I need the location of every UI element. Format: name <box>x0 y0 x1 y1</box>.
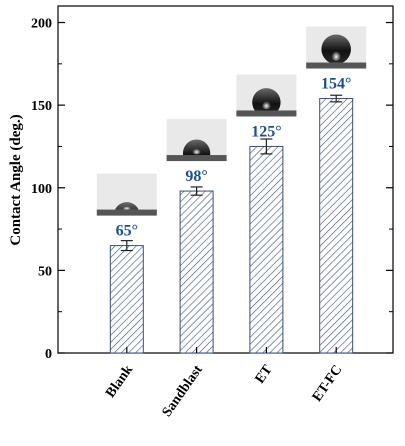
y-tick-label: 100 <box>31 182 52 197</box>
data-label: 154° <box>321 76 351 93</box>
bar-et-fc <box>319 98 354 354</box>
bar-blank <box>109 245 144 354</box>
droplet-image <box>236 74 297 117</box>
error-bar <box>260 138 273 155</box>
bar-sandblast <box>179 190 214 354</box>
data-label: 125° <box>251 123 281 140</box>
bar-et <box>249 145 284 354</box>
data-label: 65° <box>116 223 138 240</box>
x-tick-label: Sandblast <box>160 362 206 419</box>
y-axis-ticks: 0 50 100 150 200 <box>31 17 393 362</box>
x-tick-label: ET <box>253 362 276 386</box>
data-label: 98° <box>185 168 207 185</box>
y-tick-label: 50 <box>38 264 52 279</box>
droplet-image <box>166 119 227 162</box>
droplet-image <box>306 26 367 69</box>
x-axis-labels: Blank Sandblast ET ET-FC <box>103 347 345 420</box>
x-tick-label: ET-FC <box>310 363 346 405</box>
y-tick-label: 200 <box>31 17 52 32</box>
error-bar <box>330 94 343 103</box>
y-axis-label: Contact Angle (deg.) <box>8 114 24 245</box>
droplet-insets <box>96 26 367 216</box>
bar-series <box>109 94 354 354</box>
droplet-image <box>96 173 157 216</box>
error-bar <box>190 186 203 196</box>
x-tick-label: Blank <box>103 363 136 401</box>
y-tick-label: 150 <box>31 99 52 114</box>
data-labels: 65° 98° 125° 154° <box>116 76 352 240</box>
error-bar <box>120 240 133 252</box>
plot-frame <box>57 5 394 354</box>
y-tick-label: 0 <box>45 347 52 362</box>
